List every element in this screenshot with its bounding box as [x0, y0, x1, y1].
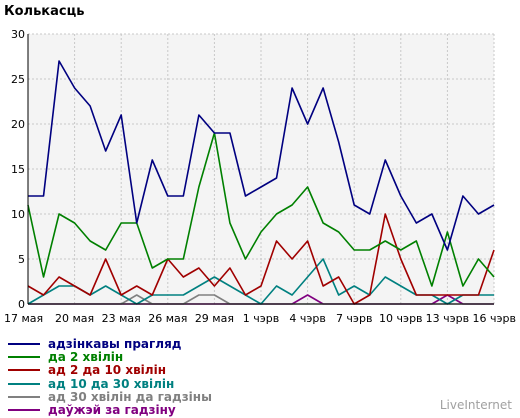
x-tick-label: 16 чэрв: [473, 312, 517, 325]
legend-label: адзінкавы прагляд: [48, 336, 182, 351]
axes: [27, 34, 494, 305]
legend-swatch: [8, 409, 40, 412]
legend-item-2: да 2 хвілін: [8, 349, 212, 364]
y-tick-label: 0: [18, 298, 25, 311]
legend-item-3: ад 2 да 10 хвілін: [8, 363, 212, 378]
y-tick-label: 20: [11, 118, 25, 131]
legend-label: ад 30 хвілін да гадзіны: [48, 389, 212, 404]
x-tick-label: 13 чэрв: [426, 312, 470, 325]
line-chart: 0 5 10 15 20 25 30 17 мая 20 мая 23 мая 26 мая 29 м…: [4, 28, 516, 325]
y-tick-label: 25: [11, 73, 25, 86]
tick-labels: 0 5 10 15 20 25 30 17 мая 20 мая 23 мая 26 мая 29 м…: [4, 28, 516, 325]
legend-swatch: [8, 355, 40, 358]
legend-swatch: [8, 395, 40, 398]
y-tick-label: 10: [11, 208, 25, 221]
legend-swatch: [8, 369, 40, 372]
series-line-2: [27, 132, 495, 287]
legend-label: даўжэй за гадзіну: [48, 403, 176, 418]
chart-title: Колькасць: [4, 4, 85, 19]
legend-label: ад 2 да 10 хвілін: [48, 363, 166, 378]
x-tick-label: 26 мая: [148, 312, 187, 325]
legend-item-5: ад 30 хвілін да гадзіны: [8, 389, 212, 404]
x-tick-label: 1 чэрв: [243, 312, 280, 325]
x-tick-label: 10 чэрв: [379, 312, 423, 325]
watermark-logo: LiveInternet: [439, 398, 512, 412]
series-line-3: [27, 213, 495, 305]
x-tick-label: 29 мая: [195, 312, 234, 325]
legend-label: ад 10 да 30 хвілін: [48, 376, 175, 391]
x-tick-label: 17 мая: [4, 312, 43, 325]
x-tick-label: 4 чэрв: [289, 312, 326, 325]
legend-item-6: даўжэй за гадзіну: [8, 403, 212, 418]
series-line-1: [28, 60, 495, 251]
y-tick-label: 15: [11, 163, 25, 176]
legend-swatch: [8, 382, 40, 385]
legend-item-4: ад 10 да 30 хвілін: [8, 376, 212, 391]
y-tick-label: 5: [18, 253, 25, 266]
legend-swatch: [8, 342, 40, 345]
legend-label: да 2 хвілін: [48, 349, 124, 364]
x-tick-label: 7 чэрв: [336, 312, 373, 325]
legend-item-1: адзінкавы прагляд: [8, 336, 212, 351]
y-tick-label: 30: [11, 28, 25, 41]
x-tick-label: 20 мая: [55, 312, 94, 325]
legend: адзінкавы прагляд да 2 хвілін ад 2 да 10 х…: [8, 337, 212, 417]
x-tick-label: 23 мая: [102, 312, 141, 325]
